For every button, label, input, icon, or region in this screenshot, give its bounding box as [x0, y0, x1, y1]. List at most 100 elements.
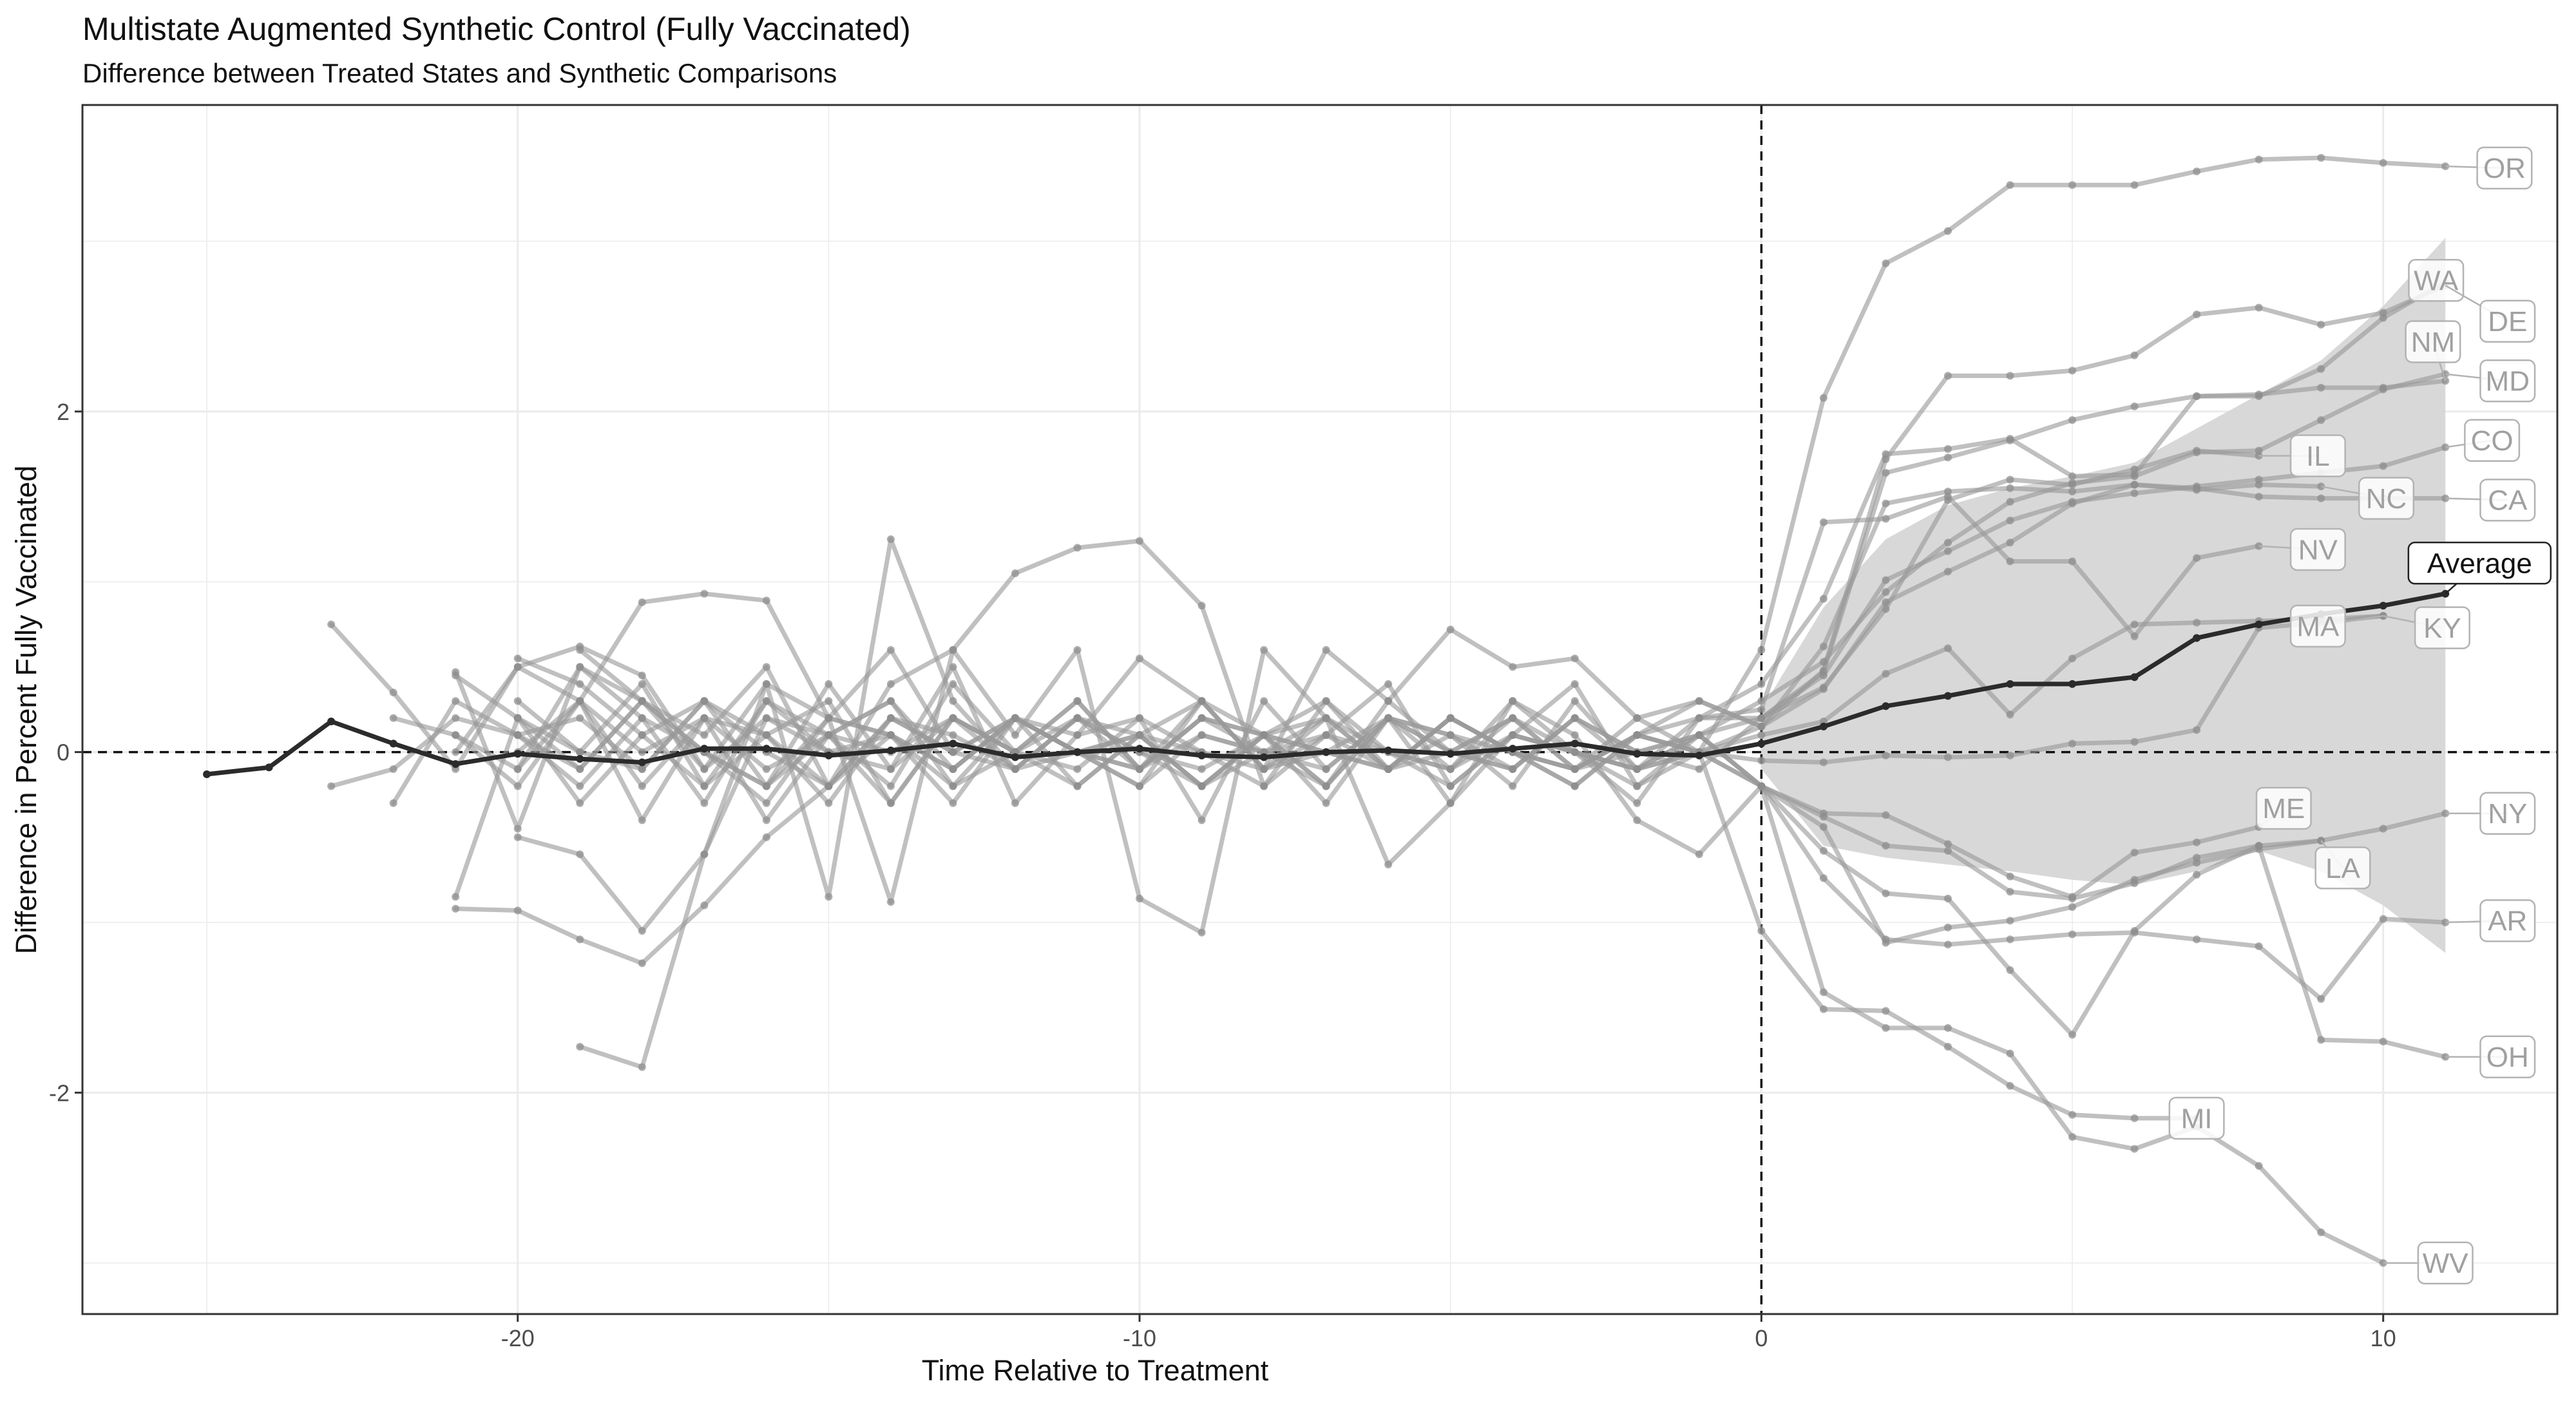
average-point [1757, 739, 1766, 748]
series-point [389, 714, 397, 722]
series-point [1446, 765, 1455, 774]
label-average: Average [2407, 541, 2552, 595]
label-text: OH [2486, 1042, 2529, 1073]
series-point [513, 906, 522, 915]
series-point [2317, 321, 2325, 329]
series-point [700, 714, 709, 722]
series-point [2068, 557, 2077, 566]
series-point [638, 816, 646, 824]
series-point [2006, 436, 2014, 444]
series-point [1819, 823, 1827, 831]
series-point [825, 731, 833, 739]
series-point [762, 714, 770, 722]
series-point [576, 782, 584, 790]
x-tick-label: -10 [1123, 1325, 1156, 1351]
label-ar: AR [2445, 899, 2536, 942]
average-point [1882, 702, 1890, 710]
series-point [2006, 497, 2014, 506]
series-point [1011, 765, 1019, 774]
average-point [1136, 745, 1144, 753]
series-point [700, 901, 709, 910]
series-point [1509, 663, 1517, 671]
series-point [1384, 714, 1393, 722]
series-point [1260, 782, 1268, 790]
series-point [2006, 181, 2014, 189]
series-point [638, 714, 646, 722]
series-point [1446, 714, 1455, 722]
average-point [2379, 602, 2387, 610]
series-point [2379, 1038, 2387, 1046]
y-axis-label: Difference in Percent Fully Vaccinated [10, 466, 43, 955]
average-point [265, 763, 273, 772]
label-box [2479, 899, 2536, 942]
y-tick-label: 2 [57, 399, 70, 425]
series-line [453, 647, 2386, 1266]
series-point [1882, 598, 1890, 606]
label-box [2289, 434, 2346, 477]
series-point [762, 731, 770, 739]
series-wv [452, 645, 2387, 1267]
series-point [1384, 861, 1393, 869]
label-md: MD [2445, 359, 2536, 403]
series-point [2317, 383, 2325, 392]
series-point [1757, 645, 1766, 654]
series-point [2379, 385, 2387, 394]
label-mi: MI [2168, 1096, 2225, 1140]
series-point [1943, 894, 1952, 902]
average-point [1260, 753, 1268, 761]
series-point [2068, 739, 2077, 748]
series-point [638, 598, 646, 606]
label-ca: CA [2445, 479, 2536, 522]
series-point [2068, 1031, 2077, 1039]
label-text: NY [2488, 798, 2527, 830]
series-point [2130, 351, 2139, 359]
series-point [1322, 697, 1330, 705]
series-point [1136, 731, 1144, 739]
series-point [638, 671, 646, 680]
series-point [1819, 671, 1827, 680]
label-text: MA [2296, 611, 2340, 642]
series-point [2130, 465, 2139, 473]
series-point [2193, 870, 2201, 879]
series-point [1446, 731, 1455, 739]
average-point [1570, 739, 1579, 748]
series-point [2317, 1228, 2325, 1237]
series-point [2006, 372, 2014, 380]
label-text: DE [2488, 306, 2527, 338]
series-point [2006, 475, 2014, 484]
series-point [1322, 799, 1330, 807]
chart-subtitle: Difference between Treated States and Sy… [82, 58, 837, 88]
series-point [1757, 927, 1766, 935]
series-point [638, 765, 646, 774]
series-point [1073, 714, 1082, 722]
label-nm: NM [2405, 320, 2461, 381]
series-point [2193, 554, 2201, 562]
series-point [1136, 714, 1144, 722]
series-point [1633, 816, 1641, 824]
series-point [1882, 935, 1890, 944]
series-point [1882, 588, 1890, 596]
series-point [2255, 841, 2263, 850]
series-point [1570, 654, 1579, 663]
series-point [2006, 1049, 2014, 1058]
series-point [1882, 1024, 1890, 1032]
label-box [2408, 259, 2465, 302]
series-point [1882, 576, 1890, 584]
label-text: NV [2298, 534, 2338, 566]
y-tick-label: 0 [57, 739, 70, 766]
average-point [203, 770, 211, 778]
label-box [2479, 300, 2536, 343]
series-point [2130, 402, 2139, 410]
label-text: NM [2411, 327, 2455, 358]
series-point [1136, 782, 1144, 790]
x-tick-label: 0 [1755, 1325, 1768, 1351]
series-point [949, 782, 957, 790]
series-point [452, 697, 460, 705]
series-point [2006, 517, 2014, 525]
series-point [452, 748, 460, 756]
series-point [825, 782, 833, 790]
series-point [949, 680, 957, 688]
series-point [1322, 714, 1330, 722]
label-box [2314, 846, 2371, 890]
series-point [1943, 940, 1952, 949]
